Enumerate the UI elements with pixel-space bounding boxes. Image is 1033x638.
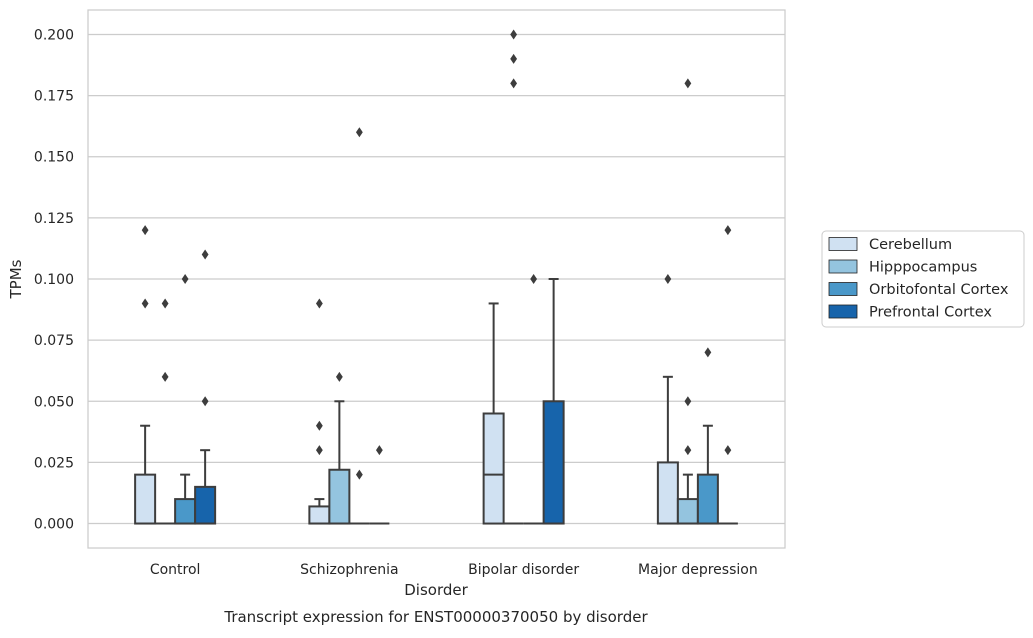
box-body (134, 473, 157, 525)
plot-frame (87, 9, 786, 549)
box-orbitofontal-cortex (523, 274, 544, 525)
box-body (194, 485, 217, 525)
box-body (328, 468, 351, 525)
legend[interactable]: Cerebellum Hipppocampus Orbitofontal Corte… (821, 230, 1025, 328)
box-hipppocampus (503, 29, 524, 525)
chart-caption: Transcript expression for ENST0000037005… (223, 608, 648, 626)
y-tick-label: 0.050 (34, 394, 74, 410)
x-axis-ticks: Control Schizophrenia Bipolar disorder Majo… (150, 562, 758, 578)
x-axis-title: Disorder (404, 581, 468, 599)
box-body (656, 461, 679, 525)
y-tick-label: 0.150 (34, 150, 74, 166)
outlier-point (315, 420, 323, 431)
box-hipppocampus (155, 298, 176, 525)
outlier-point (201, 249, 209, 260)
box-orbitofontal-cortex (174, 274, 197, 525)
outlier-point (724, 225, 732, 236)
box-cerebellum (134, 225, 157, 525)
legend-label: Prefrontal Cortex (869, 305, 992, 321)
outlier-point (704, 347, 712, 358)
outlier-point (684, 396, 692, 407)
box-body (676, 498, 699, 525)
box-cerebellum (482, 302, 505, 525)
outlier-point (664, 274, 672, 284)
x-tick-label: Control (150, 562, 201, 578)
legend-label: Orbitofontal Cortex (869, 282, 1009, 298)
legend-swatch (828, 259, 858, 274)
box-prefrontal-cortex (717, 225, 738, 525)
box-cerebellum (308, 298, 331, 525)
outlier-point (510, 53, 518, 64)
outlier-point (141, 298, 149, 309)
box-hipppocampus (676, 78, 699, 525)
outlier-point (684, 78, 692, 89)
outlier-point (530, 274, 538, 284)
outlier-point (161, 298, 169, 309)
y-tick-label: 0.175 (34, 89, 74, 105)
box-body (482, 412, 505, 525)
y-tick-label: 0.200 (34, 27, 74, 43)
x-tick-label: Major depression (638, 562, 758, 578)
outlier-point (315, 298, 323, 309)
legend-label: Cerebellum (869, 237, 952, 253)
y-axis-title: TPMs (7, 259, 25, 299)
outlier-point (181, 274, 189, 284)
box-prefrontal-cortex (194, 249, 217, 525)
legend-label: Hipppocampus (869, 260, 977, 276)
box-prefrontal-cortex (369, 445, 390, 525)
box-body (308, 505, 331, 525)
outlier-point (355, 127, 363, 138)
y-axis-ticks: 0.000 0.025 0.050 0.075 0.100 0.125 0.150 0.175… (34, 27, 74, 532)
y-tick-label: 0.125 (34, 211, 74, 227)
box-hipppocampus (328, 371, 351, 525)
outlier-point (510, 29, 518, 40)
box-orbitofontal-cortex (349, 127, 370, 525)
outlier-point (375, 445, 383, 456)
y-tick-label: 0.100 (34, 272, 74, 288)
legend-frame (821, 230, 1025, 328)
y-tick-label: 0.075 (34, 333, 74, 349)
x-tick-label: Bipolar disorder (468, 562, 579, 578)
outlier-point (510, 78, 518, 89)
y-tick-label: 0.000 (34, 517, 74, 533)
outlier-point (355, 469, 363, 480)
outlier-point (201, 396, 209, 407)
y-tick-label: 0.025 (34, 455, 74, 471)
outlier-point (141, 225, 149, 236)
box-body (542, 400, 565, 525)
box-body (174, 498, 197, 525)
outlier-point (315, 445, 323, 456)
box-series (134, 29, 738, 525)
legend-swatch (828, 237, 858, 251)
outlier-point (161, 371, 169, 382)
box-cerebellum (656, 274, 679, 525)
box-orbitofontal-cortex (696, 347, 719, 525)
box-body (696, 473, 719, 525)
legend-swatch (828, 304, 858, 319)
box-prefrontal-cortex (542, 278, 565, 525)
outlier-point (335, 371, 343, 382)
x-tick-label: Schizophrenia (300, 562, 398, 578)
outlier-point (684, 445, 692, 456)
legend-swatch (828, 282, 858, 296)
outlier-point (724, 445, 732, 456)
